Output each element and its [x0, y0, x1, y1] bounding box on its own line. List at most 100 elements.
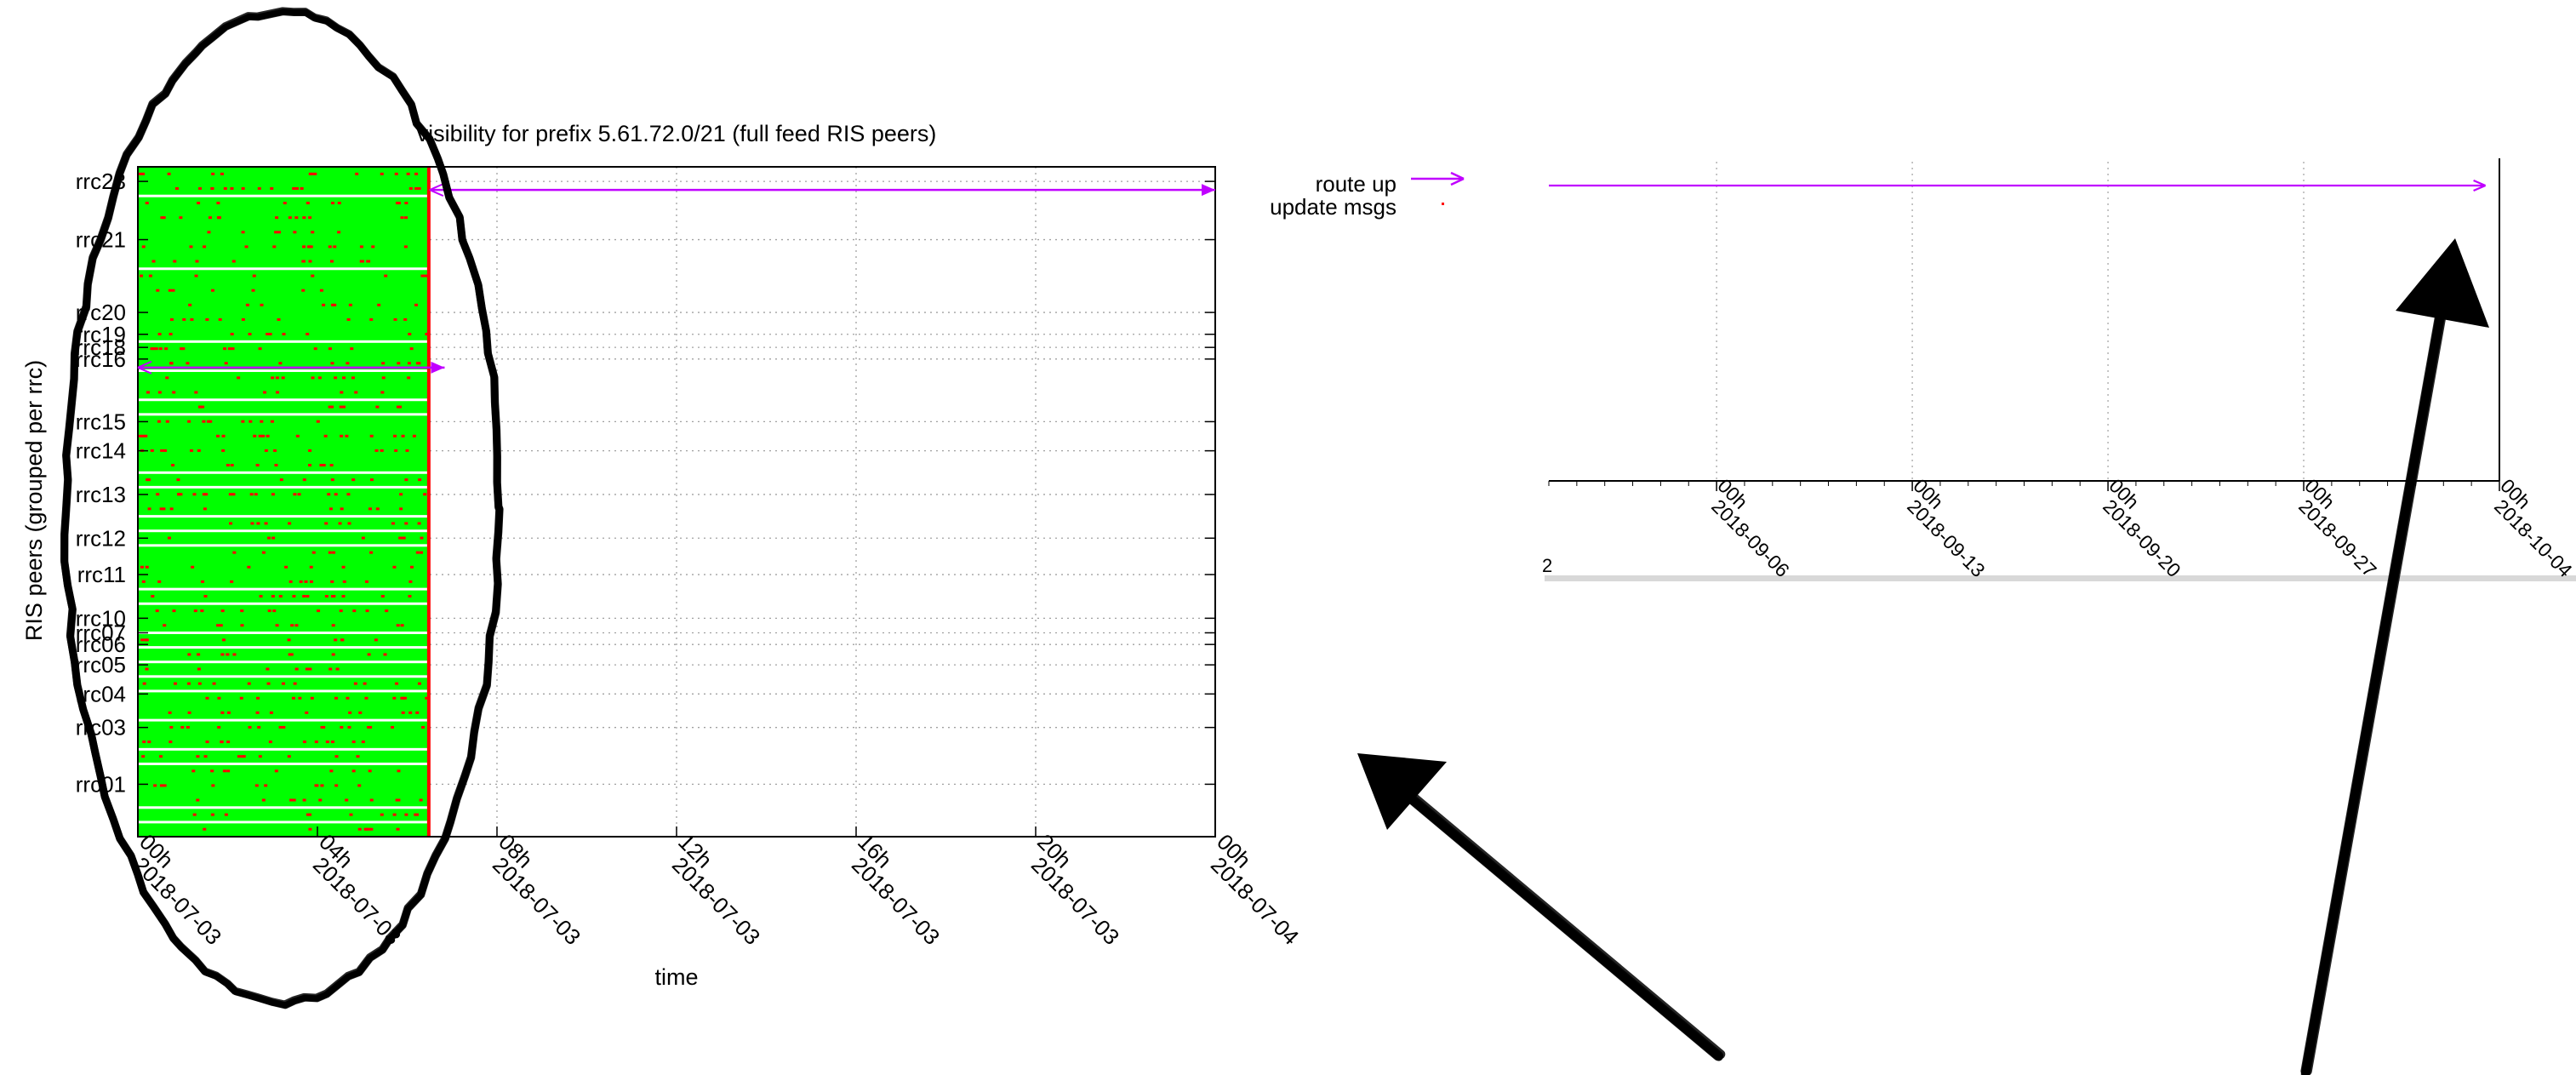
update-msg-dot	[425, 333, 429, 336]
update-msg-dot	[339, 609, 343, 613]
update-msg-dot	[142, 740, 146, 744]
update-msg-dot	[405, 449, 409, 452]
update-msg-dot	[256, 696, 260, 700]
update-msg-dot	[408, 333, 412, 336]
update-msg-dot	[404, 813, 408, 816]
update-msg-dot	[158, 755, 163, 758]
update-msg-dot	[374, 449, 379, 452]
update-msg-dot	[155, 609, 159, 613]
update-msg-dot	[259, 594, 263, 598]
update-msg-dot	[328, 507, 333, 511]
update-msg-dot	[346, 362, 350, 365]
update-msg-dot	[171, 289, 175, 292]
update-msg-dot	[398, 405, 403, 409]
peer-row-separator	[138, 806, 430, 809]
update-msg-dot	[367, 827, 371, 831]
update-msg-dot	[330, 580, 334, 583]
update-msg-dot	[216, 216, 220, 220]
update-msg-dot	[260, 420, 264, 423]
update-msg-dot	[241, 420, 245, 423]
update-msg-dot	[268, 740, 272, 744]
update-msg-dot	[346, 317, 351, 321]
update-msg-dot	[189, 245, 193, 249]
legend-route-up-label: route up	[1316, 171, 1397, 197]
update-msg-dot	[324, 594, 328, 598]
update-msg-dot	[308, 260, 312, 263]
main-chart: visibility for prefix 5.61.72.0/21 (full…	[21, 121, 1304, 990]
update-msg-dot	[153, 784, 157, 787]
update-msg-dot	[292, 186, 296, 190]
update-msg-dot	[245, 303, 249, 306]
update-msg-dot	[278, 594, 283, 598]
update-msg-dot	[229, 522, 233, 525]
update-msg-dot	[276, 391, 280, 394]
update-msg-dot	[368, 769, 372, 773]
update-msg-dot	[169, 362, 174, 365]
update-msg-dot	[261, 798, 266, 802]
update-msg-dot	[369, 317, 374, 321]
legend-route-up-arrowhead	[1450, 171, 1465, 186]
update-msg-dot	[186, 725, 190, 729]
update-msg-dot	[230, 580, 234, 583]
update-msg-dot	[295, 186, 300, 190]
update-msg-dot	[412, 434, 416, 437]
update-msg-dot	[168, 740, 173, 744]
update-msg-dot	[210, 289, 214, 292]
update-msg-dot	[302, 478, 306, 482]
y-tick-label: rrc16	[76, 346, 126, 372]
update-msg-dot	[141, 245, 146, 249]
update-msg-dot	[271, 536, 276, 540]
update-msg-dot	[159, 784, 163, 787]
update-msg-dot	[414, 186, 419, 190]
update-msg-dot	[198, 186, 203, 190]
update-msg-dot	[191, 565, 195, 569]
update-msg-dot	[254, 493, 258, 496]
update-msg-dot	[146, 478, 150, 482]
update-msg-dot	[277, 231, 282, 234]
update-msg-dot	[270, 420, 274, 423]
update-msg-dot	[223, 347, 227, 351]
update-msg-dot	[264, 522, 268, 525]
update-msg-dot	[145, 638, 149, 642]
update-msg-dot	[420, 536, 424, 540]
update-msg-dot	[196, 755, 200, 758]
peer-row-separator	[138, 194, 430, 197]
update-msg-dot	[397, 769, 401, 773]
update-msg-dot	[408, 186, 413, 190]
update-msg-dot	[220, 609, 225, 613]
update-msg-dot	[421, 725, 426, 729]
update-msg-dot	[314, 740, 318, 744]
update-msg-dot	[150, 449, 154, 452]
update-msg-dot	[417, 362, 421, 365]
update-msg-dot	[328, 667, 333, 671]
peer-row-separator	[138, 267, 430, 271]
update-msg-dot	[226, 653, 230, 656]
update-msg-dot	[369, 434, 374, 437]
update-msg-dot	[267, 609, 271, 613]
peer-row-separator	[138, 821, 430, 824]
update-msg-dot	[340, 638, 345, 642]
update-msg-dot	[304, 580, 308, 583]
update-msg-dot	[308, 464, 312, 467]
update-msg-dot	[414, 813, 418, 816]
y-tick-label: rrc11	[77, 562, 126, 587]
update-msg-dot	[359, 245, 363, 249]
update-msg-dot	[217, 696, 221, 700]
update-msg-dot	[283, 202, 287, 205]
update-msg-dot	[334, 784, 339, 787]
update-msg-dot	[157, 580, 162, 583]
update-msg-dot	[141, 580, 146, 583]
update-msg-dot	[208, 420, 213, 423]
update-msg-dot	[322, 725, 326, 729]
legend-update-msgs-dot	[1442, 203, 1444, 205]
update-msg-dot	[305, 711, 309, 714]
update-msg-dot	[272, 245, 277, 249]
update-msg-dot	[222, 769, 226, 773]
update-msg-dot	[306, 245, 311, 249]
update-msg-dot	[404, 216, 408, 220]
update-msg-dot	[248, 333, 252, 336]
update-msg-dot	[333, 245, 337, 249]
update-msg-dot	[256, 522, 260, 525]
update-msg-dot	[216, 624, 220, 627]
